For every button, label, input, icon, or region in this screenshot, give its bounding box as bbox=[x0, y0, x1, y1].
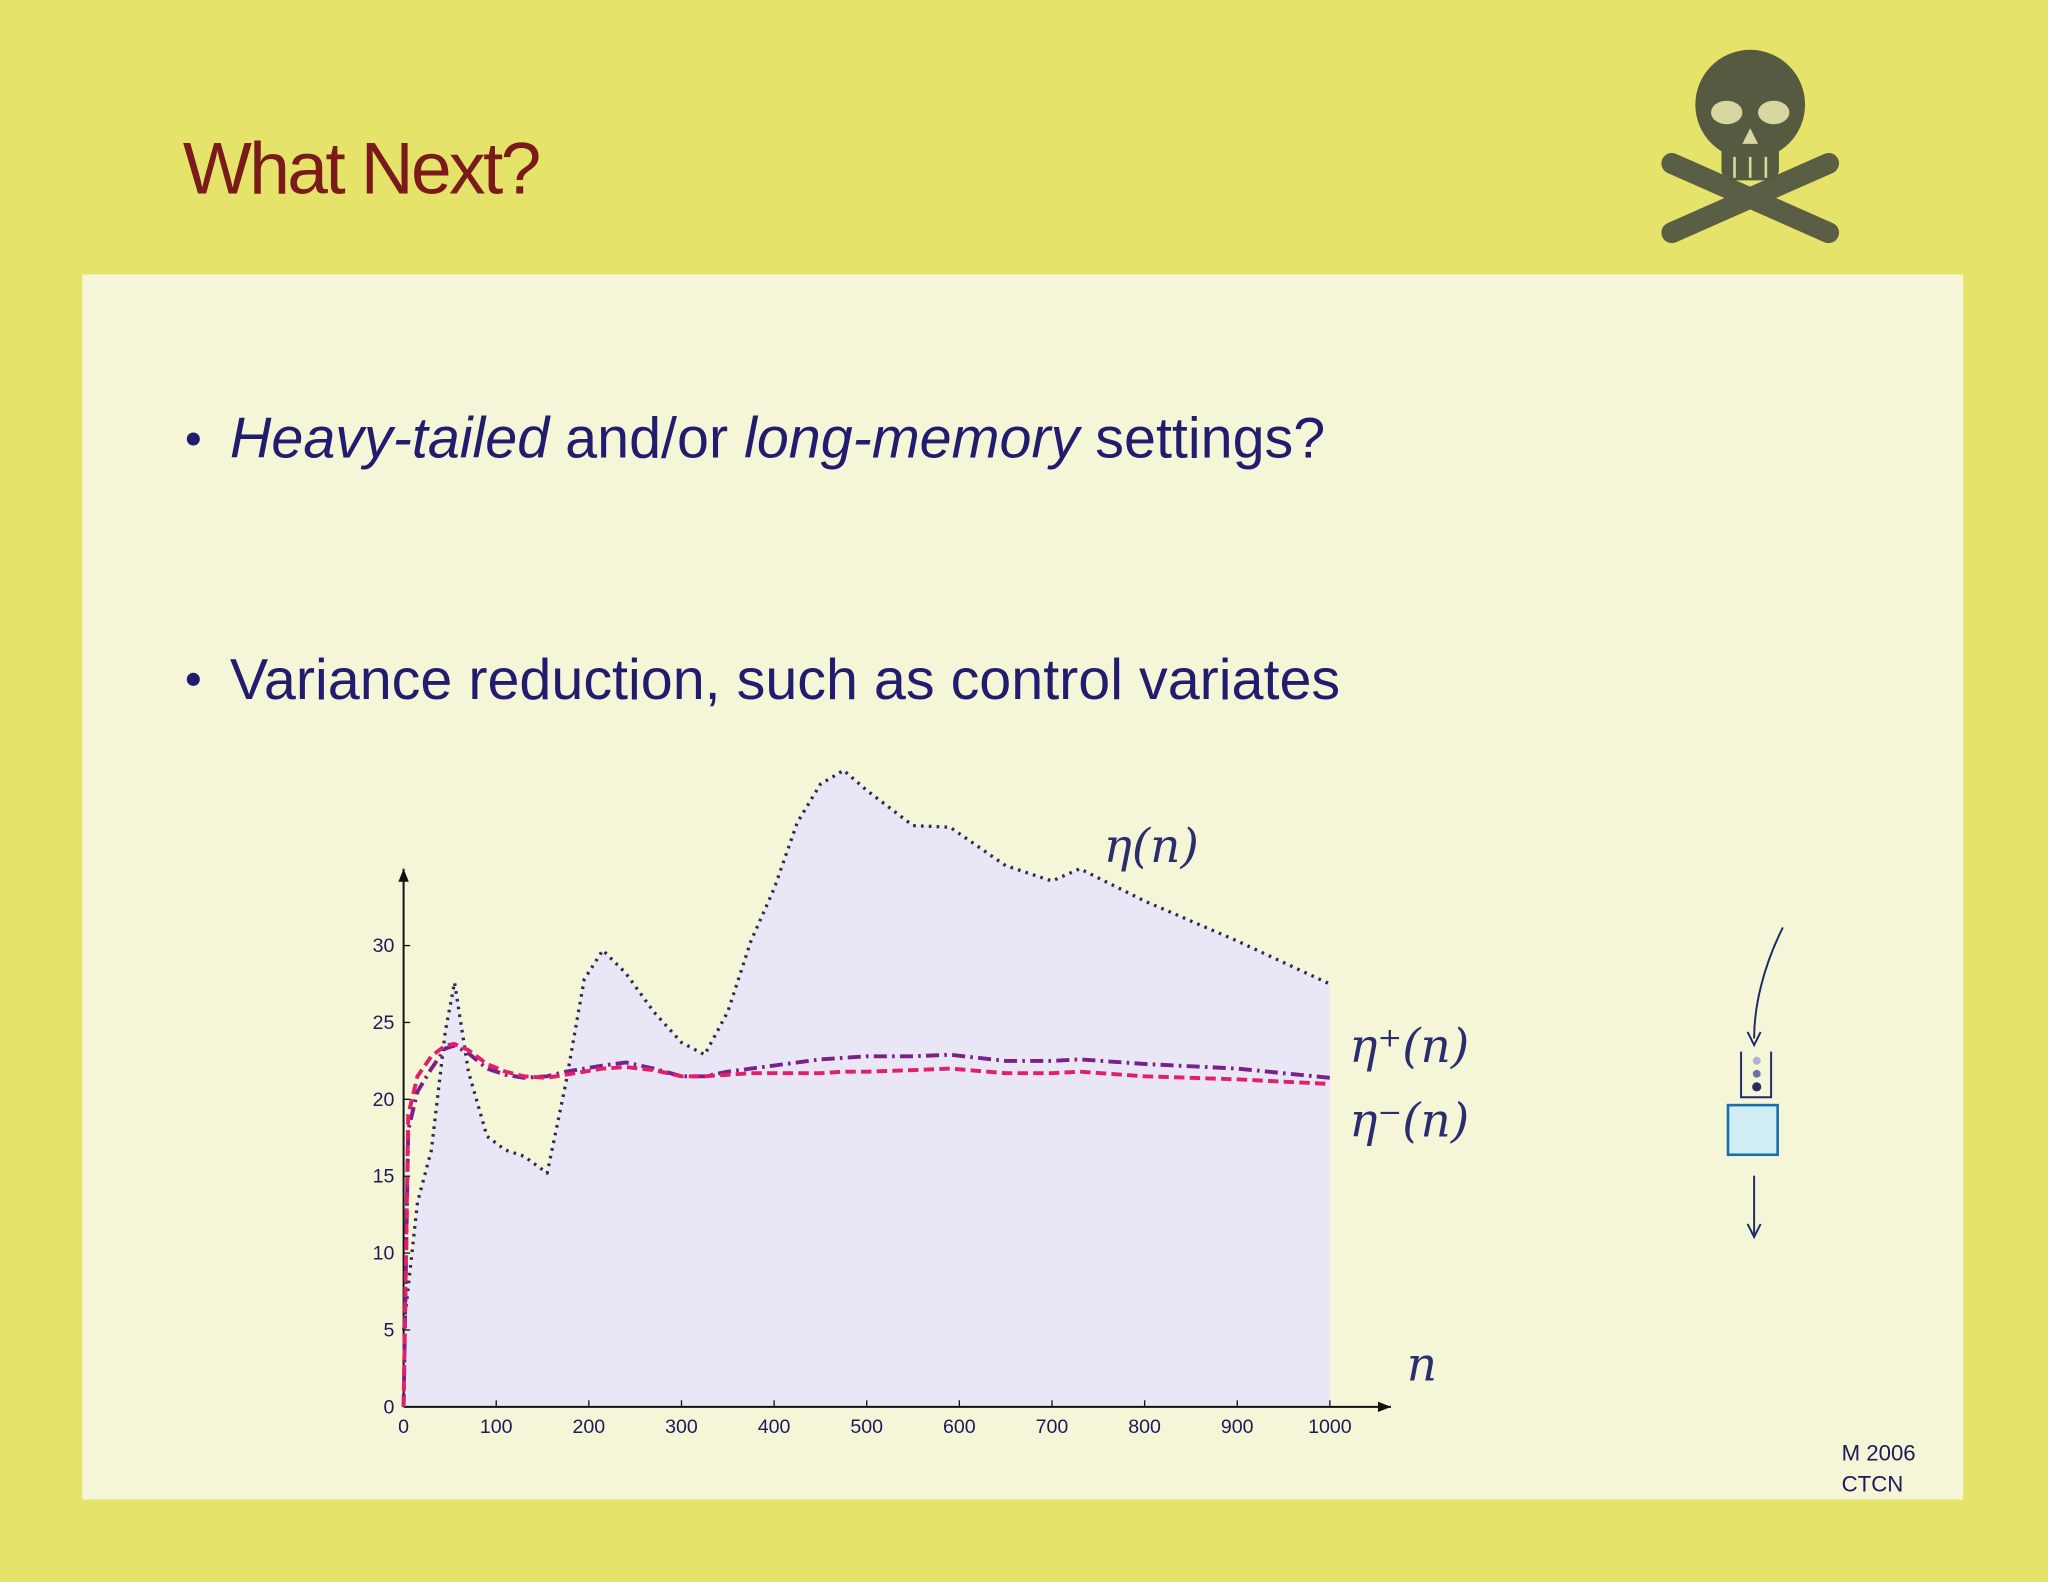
x-tick-label: 400 bbox=[758, 1416, 791, 1438]
slide-title: What Next? bbox=[183, 128, 539, 209]
queue-icon bbox=[1726, 927, 1784, 1240]
bullet-text: long-memory bbox=[744, 406, 1083, 470]
x-tick-label: 700 bbox=[1036, 1416, 1069, 1438]
bullet-2: Variance reduction, such as control vari… bbox=[230, 648, 1340, 712]
footer-line: M 2006 bbox=[1842, 1440, 1916, 1465]
x-axis-label: n bbox=[1407, 1338, 1437, 1393]
series-label: η⁻(n) bbox=[1349, 1093, 1469, 1148]
bullet-text: Heavy-tailed bbox=[230, 406, 551, 470]
series-label: η⁺(n) bbox=[1349, 1019, 1469, 1074]
y-tick-label: 10 bbox=[373, 1243, 395, 1265]
series-line bbox=[401, 1043, 1331, 1407]
series-line bbox=[401, 1042, 1330, 1407]
x-tick-label: 800 bbox=[1128, 1416, 1161, 1438]
x-tick-label: 900 bbox=[1221, 1416, 1254, 1438]
y-tick-label: 0 bbox=[384, 1396, 395, 1418]
y-axis-arrow bbox=[398, 868, 409, 882]
x-tick-label: 200 bbox=[573, 1416, 606, 1438]
y-tick-label: 5 bbox=[384, 1319, 395, 1341]
bullet-text: and/or bbox=[549, 406, 744, 470]
footer-line: CTCN bbox=[1842, 1472, 1904, 1497]
chart: 0 100 200 300 400 500 600 700 800 900 1000 0 5 10 15 20… bbox=[373, 768, 1469, 1438]
x-tick-label: 600 bbox=[943, 1416, 976, 1438]
x-axis-arrow bbox=[1377, 1401, 1392, 1413]
y-tick-label: 25 bbox=[373, 1012, 395, 1034]
x-tick-label: 500 bbox=[850, 1416, 883, 1438]
series-label: η(n) bbox=[1104, 819, 1199, 874]
bullet-text: settings? bbox=[1079, 406, 1325, 470]
x-tick-label: 300 bbox=[665, 1416, 698, 1438]
y-tick-label: 15 bbox=[373, 1166, 395, 1188]
x-tick-label: 0 bbox=[398, 1416, 409, 1438]
bullet-text: Variance reduction, such as control vari… bbox=[230, 648, 1340, 712]
x-tick-label: 100 bbox=[480, 1416, 513, 1438]
bullet-1: Heavy-tailed and/or long-memory settings… bbox=[230, 406, 1325, 470]
series-line bbox=[401, 768, 1331, 1331]
skull-icon bbox=[1661, 49, 1840, 244]
x-tick-label: 1000 bbox=[1308, 1416, 1352, 1438]
y-tick-label: 30 bbox=[373, 935, 395, 957]
series-area bbox=[403, 770, 1330, 1407]
bullet-dot bbox=[186, 672, 200, 686]
y-tick-label: 20 bbox=[373, 1089, 395, 1111]
bullet-dot bbox=[186, 432, 200, 446]
